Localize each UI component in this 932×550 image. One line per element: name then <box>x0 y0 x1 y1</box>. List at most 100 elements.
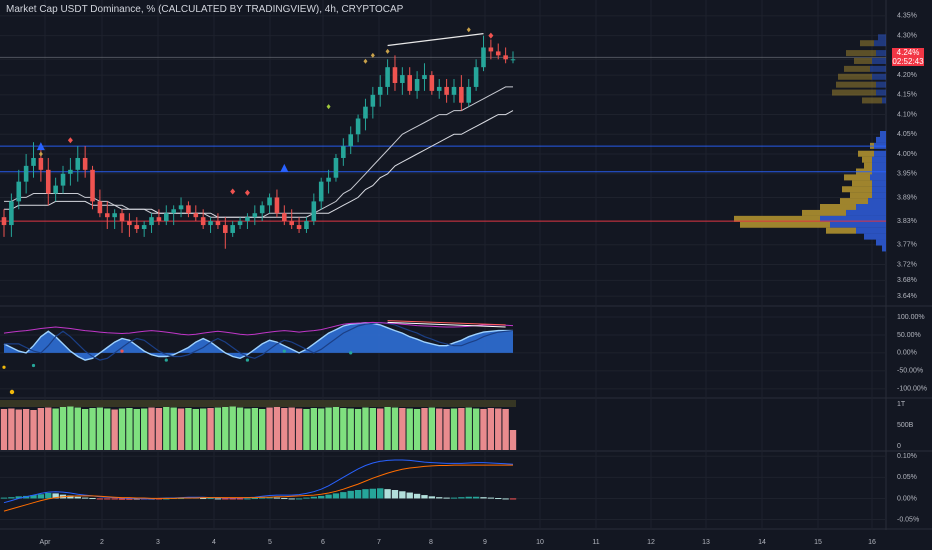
volume-profile-bar-blue <box>872 73 886 80</box>
oscillator-momentum-line <box>3 321 514 336</box>
candle-body <box>112 213 117 218</box>
volume-bar <box>118 408 126 450</box>
volume-bar <box>192 409 199 450</box>
candle-body <box>1 217 7 226</box>
price-axis-label: 4.20% <box>897 72 917 79</box>
volume-profile-bar-blue <box>856 204 886 211</box>
candle-body <box>156 217 162 222</box>
volume-profile-bar-gold <box>864 162 872 169</box>
macd-histogram-bar <box>74 496 81 499</box>
candle-body <box>488 47 494 52</box>
volume-profile-bar-blue <box>872 186 886 193</box>
oscillator-dot-marker <box>2 365 6 369</box>
candle-body <box>82 157 88 170</box>
candle-body <box>134 225 140 230</box>
volume-bar <box>266 407 273 450</box>
volume-profile-bar-blue <box>876 89 886 96</box>
candle-body <box>348 134 353 147</box>
candle-body <box>259 205 265 214</box>
macd-histogram-bar <box>472 496 480 499</box>
sell-signal-diamond-icon <box>488 32 494 39</box>
volume-profile-bar-blue <box>872 156 886 163</box>
macd-histogram-bar <box>332 493 340 499</box>
macd-histogram-bar <box>133 498 140 500</box>
pattern-diamond-icon <box>466 27 471 33</box>
macd-histogram-bar <box>421 495 428 499</box>
time-axis-label: 2 <box>100 539 104 546</box>
candle-body <box>429 75 435 91</box>
oscillator-wave-line <box>3 321 513 361</box>
candle-body <box>466 86 472 103</box>
macd-histogram-bar <box>480 497 487 499</box>
volume-profile-bar-gold <box>734 215 820 222</box>
candle-body <box>414 79 420 91</box>
volume-bar <box>377 408 384 450</box>
time-axis-label: 15 <box>814 539 822 546</box>
macd-histogram-bar <box>495 498 502 500</box>
candle-body <box>274 197 280 214</box>
candle-body <box>333 157 339 178</box>
price-axis-label: 3.68% <box>897 277 917 284</box>
volume-bar <box>413 409 421 450</box>
volume-bar <box>37 408 45 450</box>
volume-profile-bar-gold <box>846 50 876 57</box>
volume-bar <box>45 407 52 450</box>
macd-histogram-bar <box>428 496 436 499</box>
candle-body <box>451 86 457 95</box>
candle-body <box>208 221 213 226</box>
price-axis-label: 3.89% <box>897 194 917 201</box>
macd-histogram-bar <box>354 490 362 499</box>
candle-body <box>23 165 29 182</box>
volume-bar <box>465 407 472 450</box>
macd-histogram-bar <box>391 490 399 499</box>
candle-body <box>245 217 250 222</box>
volume-profile-bar-blue <box>868 198 886 205</box>
price-axis-label: 4.05% <box>897 131 917 138</box>
time-axis-label: 14 <box>758 539 766 546</box>
volume-bar <box>384 407 391 450</box>
moving-average-slow-line <box>4 110 514 218</box>
volume-bar <box>310 408 318 450</box>
volume-bar <box>295 408 303 450</box>
volume-profile-bar-blue <box>872 192 886 199</box>
macd-histogram-bar <box>273 497 281 499</box>
volume-profile-bar-gold <box>836 81 876 88</box>
oscillator-dot-marker <box>9 389 15 395</box>
volume-bar <box>229 406 236 450</box>
macd-histogram-bar <box>295 498 303 500</box>
volume-profile-bar-gold <box>740 221 830 228</box>
candle-body <box>9 201 14 226</box>
candle-body <box>304 221 309 230</box>
macd-histogram-bar <box>118 498 126 500</box>
volume-bar <box>236 407 244 450</box>
macd-histogram-bar <box>30 495 37 499</box>
macd-histogram-bar <box>67 495 74 499</box>
volume-bar <box>450 408 458 450</box>
volume-bar <box>0 409 8 450</box>
candle-body <box>436 86 442 91</box>
volume-bar <box>303 409 310 450</box>
volume-profile-bar-gold <box>852 180 872 187</box>
volume-bar <box>15 409 22 450</box>
volume-profile-bar-gold <box>862 156 872 163</box>
volume-top-band <box>0 400 516 407</box>
macd-histogram-bar <box>413 493 421 499</box>
volume-bar <box>259 409 266 450</box>
price-axis-label: 3.72% <box>897 261 917 268</box>
candle-body <box>171 209 176 214</box>
macd-histogram-bar <box>126 498 133 500</box>
volume-bar <box>399 408 406 450</box>
volume-axis-label: 1T <box>897 401 906 408</box>
candle-body <box>326 177 331 182</box>
macd-histogram-bar <box>96 498 104 500</box>
macd-histogram-bar <box>15 496 22 499</box>
macd-histogram-bar <box>509 498 517 500</box>
bar-countdown-label: 02:52:43 <box>892 57 924 66</box>
volume-profile-bar-gold <box>844 174 870 181</box>
volume-profile-bar-blue <box>882 97 886 104</box>
last-price-label: 4.24% <box>892 48 924 57</box>
volume-profile-bar-gold <box>854 57 872 64</box>
volume-profile-bar-blue <box>872 180 886 187</box>
volume-bar <box>185 408 192 450</box>
